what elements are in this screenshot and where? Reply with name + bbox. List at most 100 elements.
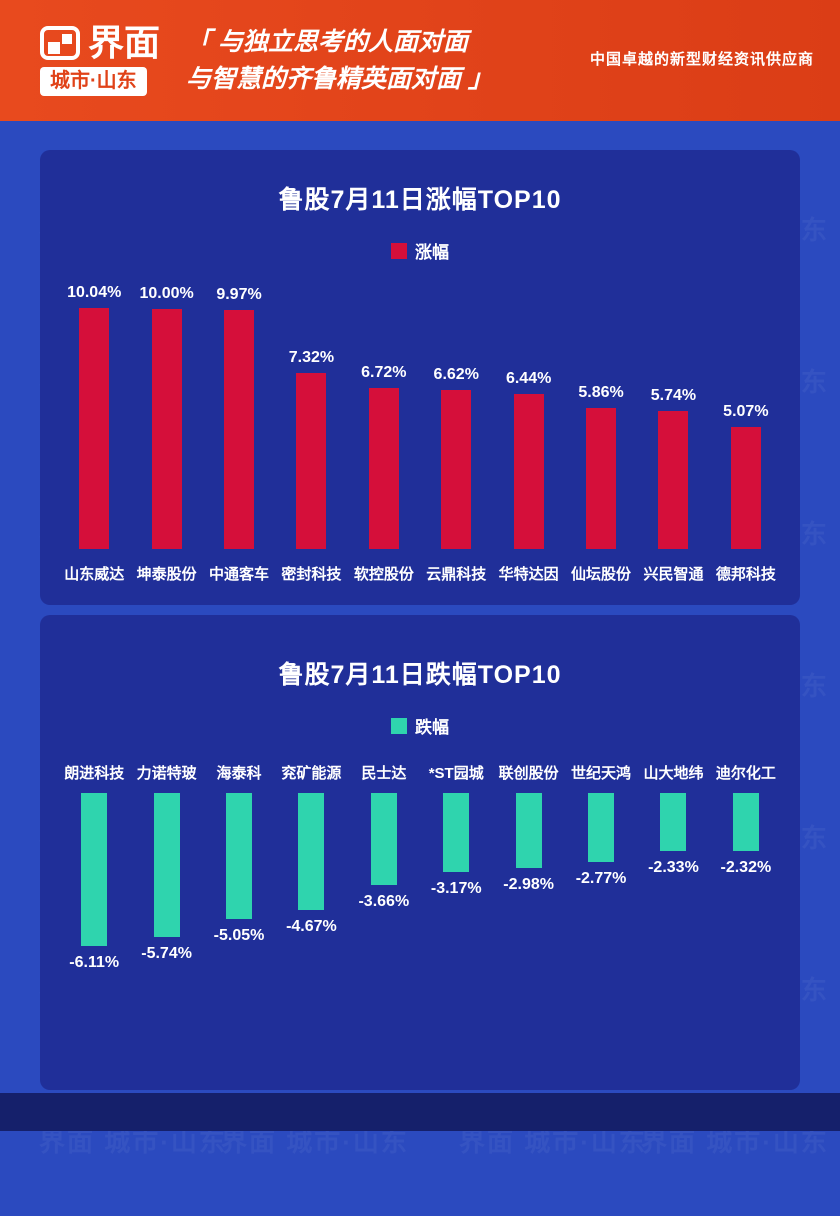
jiemian-logo-icon [40, 26, 80, 60]
gain-bar-value-label: 9.97% [216, 286, 262, 303]
loss-category-label: 世纪天鸿 [571, 765, 632, 782]
gain-bar [79, 308, 110, 549]
loss-category-label: 民士达 [361, 765, 407, 782]
loss-bar [443, 793, 470, 872]
loss-category-label: 兖矿能源 [281, 765, 342, 782]
gain-bar-column: 9.97% [203, 286, 275, 549]
loss-bar-value-label: -2.77% [575, 870, 627, 887]
loss-bar-column: -2.77% [565, 793, 637, 888]
gain-category-label: 密封科技 [281, 566, 342, 583]
losses-legend: 跌幅 [58, 713, 782, 738]
gain-bar-column: 5.86% [565, 384, 637, 549]
header-banner: 界面 城市·山东 「 与独立思考的人面对面 与智慧的齐鲁精英面对面 」 中国卓越… [0, 0, 840, 121]
logo-brand-text: 界面 [88, 22, 161, 63]
gains-chart-title: 鲁股7月11日涨幅TOP10 [278, 186, 562, 214]
header-quote-line1: 「 与独立思考的人面对面 [186, 28, 468, 57]
logo-subtitle-badge: 城市·山东 [40, 67, 147, 96]
gain-category-label: 云鼎科技 [426, 566, 487, 583]
gain-bar [224, 310, 255, 549]
loss-category-label: *ST园城 [428, 765, 484, 782]
gain-bar-column: 6.44% [492, 370, 564, 549]
loss-bar [588, 793, 615, 862]
gain-bar-column: 10.00% [130, 285, 202, 549]
gain-bar-value-label: 5.86% [578, 384, 624, 401]
loss-bar-column: -5.74% [130, 793, 202, 963]
loss-bar [298, 793, 325, 910]
gain-bar-value-label: 6.44% [505, 370, 552, 387]
gain-category-label: 坤泰股份 [136, 566, 197, 583]
gains-bar-area: 10.04% 10.00% 9.97% 7.32% 6.72% 6.62% 6.44% 5.8… [58, 269, 782, 549]
gain-bar [368, 388, 399, 549]
losses-bar-area: -6.11% -5.74% -5.05% -4.67% -3.66% -3.17% -2.9… [58, 793, 782, 1003]
loss-category-label: 联创股份 [498, 765, 559, 782]
loss-bar-column: -3.17% [420, 793, 492, 898]
gain-category-label: 兴民智通 [643, 566, 704, 583]
gains-legend: 涨幅 [58, 238, 782, 263]
gain-bar [296, 373, 327, 549]
gain-bar-column: 5.74% [637, 387, 709, 549]
loss-category-label: 朗进科技 [64, 765, 125, 782]
loss-bar-column: -4.67% [275, 793, 347, 936]
loss-category-label: 海泰科 [216, 765, 262, 782]
loss-bar-value-label: -2.32% [720, 859, 772, 876]
loss-bar [732, 793, 759, 851]
gain-bar-value-label: 5.74% [650, 387, 697, 404]
gain-bar-value-label: 6.72% [361, 364, 407, 381]
gain-bar-value-label: 10.00% [139, 285, 194, 302]
loss-bar [226, 793, 253, 919]
loss-bar-column: -2.98% [492, 793, 564, 894]
gains-legend-label: 涨幅 [415, 243, 449, 262]
gain-category-label: 软控股份 [353, 566, 414, 583]
loss-category-label: 迪尔化工 [715, 765, 776, 782]
loss-bar [153, 793, 180, 937]
header-quote: 「 与独立思考的人面对面 与智慧的齐鲁精英面对面 」 [186, 24, 493, 97]
loss-bar-value-label: -4.67% [286, 918, 337, 935]
gain-bar [586, 408, 617, 549]
jiemian-logo: 界面 城市·山东 [40, 25, 160, 96]
gain-category-label: 华特达因 [498, 566, 559, 583]
loss-bar-value-label: -6.11% [69, 954, 120, 971]
loss-bar [660, 793, 687, 851]
gain-category-label: 德邦科技 [715, 566, 776, 583]
loss-bar-column: -2.32% [710, 793, 782, 877]
loss-bar-value-label: -5.05% [213, 927, 265, 944]
gain-bar [730, 427, 761, 549]
loss-bar-value-label: -3.66% [358, 893, 410, 910]
loss-bar-column: -5.05% [203, 793, 275, 945]
gain-bar [658, 411, 689, 549]
loss-bar [515, 793, 542, 868]
gains-chart-panel: 鲁股7月11日涨幅TOP10 涨幅 10.04% 10.00% 9.97% 7.32%… [40, 150, 800, 605]
losses-chart-title: 鲁股7月11日跌幅TOP10 [278, 661, 562, 689]
gain-category-label: 仙坛股份 [571, 566, 632, 583]
losses-legend-swatch [391, 717, 407, 734]
losses-category-row: 朗进科技 力诺特玻 海泰科 兖矿能源 民士达 *ST园城 联创股份 世纪天鸿 山大地纬 迪尔化工 [58, 762, 782, 783]
gain-category-label: 山东威达 [64, 566, 125, 583]
gain-bar [441, 390, 472, 549]
losses-legend-label: 跌幅 [415, 718, 449, 737]
header-tagline: 中国卓越的新型财经资讯供应商 [589, 51, 814, 68]
loss-bar [81, 793, 108, 946]
loss-bar-value-label: -2.98% [503, 876, 554, 893]
loss-category-label: 山大地纬 [643, 765, 704, 782]
gain-category-label: 中通客车 [209, 566, 270, 583]
gain-bar-column: 7.32% [275, 349, 347, 549]
header-quote-line2: 与智慧的齐鲁精英面对面 」 [186, 64, 493, 93]
gains-category-row: 山东威达 坤泰股份 中通客车 密封科技 软控股份 云鼎科技 华特达因 仙坛股份 兴民智通 德邦科技 [58, 563, 782, 584]
gain-bar-column: 5.07% [710, 403, 782, 549]
gain-bar-value-label: 6.62% [433, 366, 479, 383]
gain-bar-column: 10.04% [58, 284, 130, 549]
gain-bar-value-label: 5.07% [723, 403, 769, 420]
logo-top-row: 界面 [40, 25, 160, 61]
loss-bar-column: -6.11% [58, 793, 130, 972]
loss-category-label: 力诺特玻 [136, 765, 197, 782]
losses-chart-panel: 鲁股7月11日跌幅TOP10 跌幅 朗进科技 力诺特玻 海泰科 兖矿能源 民士达 *ST园… [40, 615, 800, 1090]
gains-legend-swatch [391, 242, 407, 259]
loss-bar-column: -2.33% [637, 793, 709, 877]
gain-bar-column: 6.62% [420, 366, 492, 549]
loss-bar-value-label: -3.17% [430, 880, 482, 897]
loss-bar [370, 793, 397, 885]
gain-bar [151, 309, 182, 549]
footer-strip [0, 1093, 840, 1131]
gain-bar-value-label: 10.04% [67, 284, 122, 301]
gain-bar [513, 394, 544, 549]
